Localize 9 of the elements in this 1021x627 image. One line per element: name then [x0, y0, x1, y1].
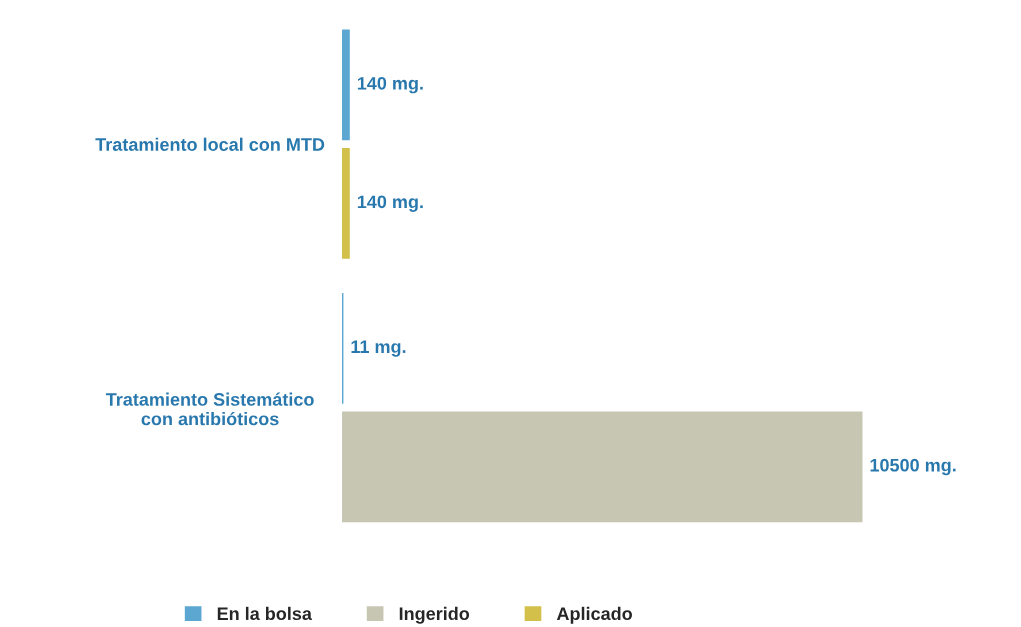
- legend-label: Ingerido: [399, 606, 470, 624]
- y-tick-label: Tratamiento local con MTD: [95, 137, 325, 151]
- legend-label: En la bolsa: [217, 606, 313, 621]
- data-label: 140 mg.: [357, 76, 423, 94]
- data-label: 140 mg.: [357, 195, 423, 212]
- data-label: 10500 mg.: [870, 458, 956, 476]
- data-label: 11 mg.: [351, 340, 406, 357]
- legend-label: Aplicado: [556, 606, 632, 624]
- y-tick-label: Tratamiento Sistemático con antibióticos: [105, 392, 314, 426]
